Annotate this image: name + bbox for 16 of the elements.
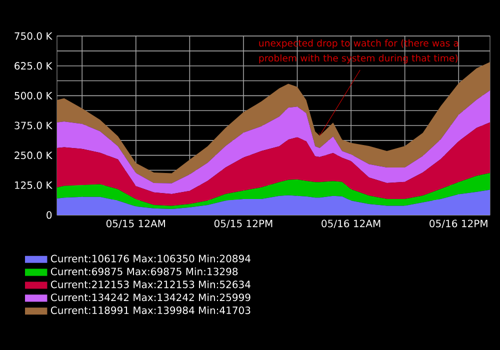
x-tick-label: 05/15 12PM (214, 220, 272, 228)
y-tick-label: 625.0 K (14, 62, 52, 70)
y-tick-label: 0 (46, 211, 52, 219)
legend-label: Current:69875 Max:69875 Min:13298 (50, 268, 238, 276)
x-tick-label: 05/15 12AM (106, 220, 165, 228)
x-tick-label: 05/16 12PM (430, 220, 488, 228)
legend-label: Current:134242 Max:134242 Min:25999 (50, 293, 250, 302)
legend-label: Current:106176 Max:106350 Min:20894 (50, 254, 250, 262)
legend-label: Current:212153 Max:212153 Min:52634 (50, 280, 250, 288)
y-tick-label: 250.0 K (14, 152, 52, 160)
legend-label: Current:118991 Max:139984 Min:41703 (50, 306, 250, 314)
x-tick-label: 05/16 12AM (322, 220, 380, 228)
y-tick-label: 750.0 K (14, 32, 52, 40)
y-tick-label: 125.0 K (15, 181, 52, 189)
y-tick-label: 375.0 K (14, 122, 52, 130)
y-tick-label: 500.0 K (14, 92, 52, 100)
